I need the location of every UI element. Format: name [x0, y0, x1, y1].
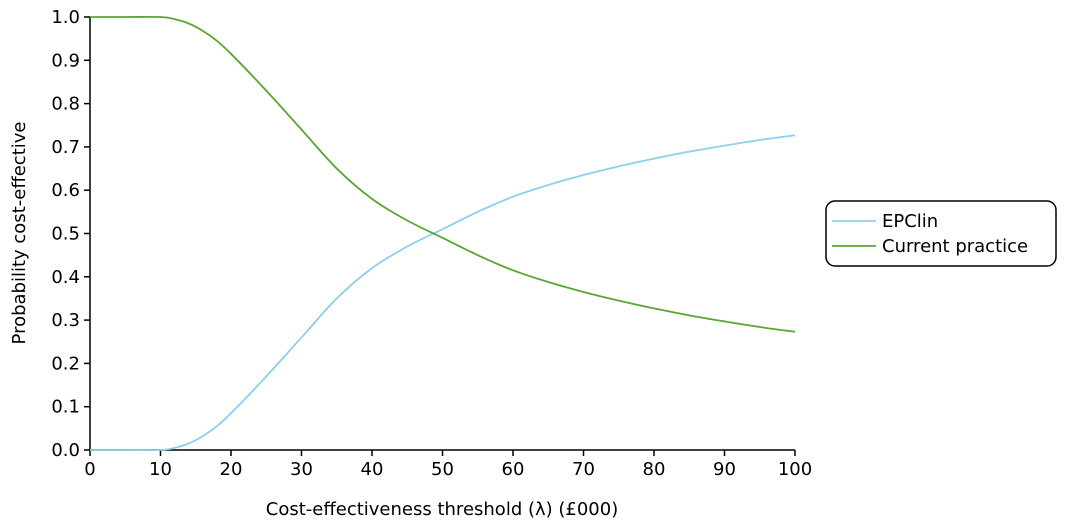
y-tick-label: 0.8	[51, 94, 80, 115]
y-tick-label: 0.1	[51, 397, 80, 418]
x-tick-label: 0	[84, 459, 95, 480]
x-tick-label: 70	[572, 459, 595, 480]
x-tick-label: 80	[643, 459, 666, 480]
x-tick-label: 30	[290, 459, 313, 480]
y-tick-label: 1.0	[51, 7, 80, 28]
x-tick-label: 40	[361, 459, 384, 480]
x-axis-title: Cost-effectiveness threshold (λ) (£000)	[266, 499, 618, 520]
series-line-current-practice	[90, 15, 796, 333]
y-tick-label: 0.3	[51, 310, 80, 331]
y-tick-label: 0.9	[51, 50, 80, 71]
legend-label: Current practice	[882, 236, 1028, 257]
legend-box	[825, 200, 1057, 267]
x-tick-label: 50	[431, 459, 454, 480]
legend-label: EPClin	[882, 211, 938, 232]
y-axis-title: Probability cost-effective	[9, 122, 30, 345]
y-tick-label: 0.0	[51, 440, 80, 461]
x-tick-label: 90	[713, 459, 736, 480]
x-tick-label: 60	[502, 459, 525, 480]
x-tick-label: 100	[778, 459, 812, 480]
x-tick-label: 20	[220, 459, 243, 480]
ticks: 0.0 0.1 0.2 0.3 0.4 0.5 0.6 0.7 0.8 0.9 1.0 0 10 20 30…	[51, 7, 812, 480]
y-tick-label: 0.5	[51, 224, 80, 245]
y-tick-label: 0.2	[51, 353, 80, 374]
series-line-epclin	[89, 134, 796, 452]
axes	[89, 17, 795, 451]
series-group	[89, 15, 796, 452]
x-tick-label: 10	[149, 459, 172, 480]
y-tick-label: 0.6	[51, 180, 80, 201]
y-tick-label: 0.4	[51, 267, 80, 288]
y-tick-label: 0.7	[51, 137, 80, 158]
legend: EPClin Current practice	[825, 200, 1057, 267]
